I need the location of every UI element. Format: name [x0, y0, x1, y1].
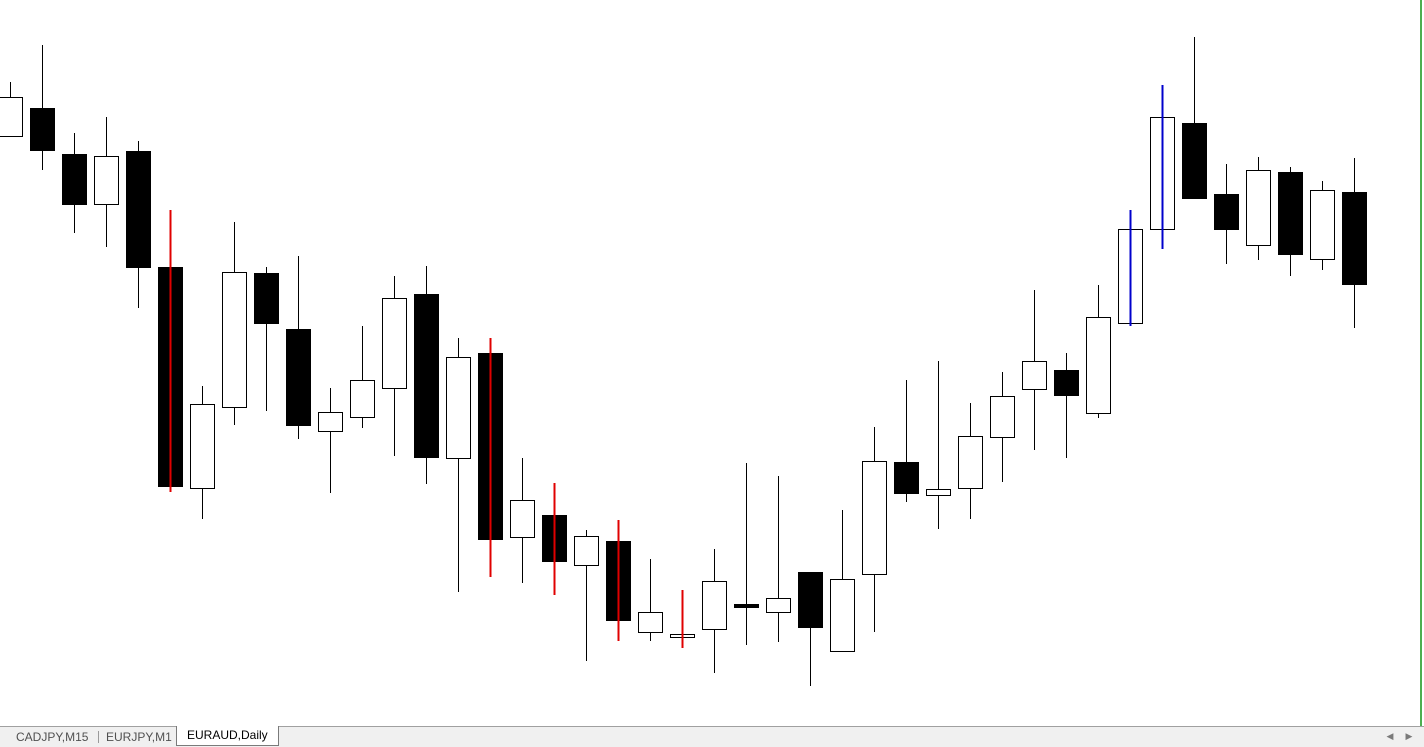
candlestick-chart[interactable] — [0, 0, 1420, 726]
candle-body — [30, 108, 55, 151]
candle — [446, 338, 471, 592]
candle — [1150, 85, 1175, 249]
candle — [638, 559, 663, 641]
candle-body — [254, 273, 279, 324]
candle-body — [1278, 172, 1303, 255]
candle-body — [510, 500, 535, 538]
candle — [382, 276, 407, 456]
candle-body — [382, 298, 407, 389]
candle — [958, 403, 983, 519]
candle-body — [830, 579, 855, 652]
candle-body — [414, 294, 439, 458]
candle — [510, 458, 535, 583]
candle — [94, 117, 119, 247]
candle — [478, 338, 503, 577]
candle-body — [702, 581, 727, 630]
chart-canvas[interactable] — [0, 0, 1420, 726]
candle — [254, 267, 279, 411]
candle — [894, 380, 919, 502]
candle — [1118, 210, 1143, 326]
candle — [1054, 353, 1079, 458]
candle — [1278, 167, 1303, 276]
candle — [286, 256, 311, 439]
candle-body — [1310, 190, 1335, 260]
candle — [1086, 285, 1111, 418]
candle — [318, 388, 343, 493]
scroll-left-icon[interactable]: ◀ — [1386, 731, 1394, 741]
candle — [1214, 164, 1239, 264]
candle — [990, 372, 1015, 482]
candle-body — [222, 272, 247, 408]
candle-body — [286, 329, 311, 426]
candle — [1182, 37, 1207, 199]
candle — [190, 386, 215, 519]
candle — [1310, 181, 1335, 270]
candle — [734, 463, 759, 645]
tab-cadjpy-m15[interactable]: CADJPY,M15 — [6, 731, 100, 743]
candle — [926, 361, 951, 529]
candle — [414, 266, 439, 484]
candle — [222, 222, 247, 425]
candle-body — [1342, 192, 1367, 285]
candle — [158, 210, 183, 492]
candle — [1246, 157, 1271, 260]
candle-body — [1086, 317, 1111, 414]
candle — [606, 520, 631, 641]
candle-body — [990, 396, 1015, 438]
candle — [126, 141, 151, 308]
candle-body — [350, 380, 375, 418]
candle-body — [0, 97, 23, 137]
candle — [30, 45, 55, 170]
candle — [574, 530, 599, 661]
candle-body — [62, 154, 87, 205]
candle-body — [1022, 361, 1047, 390]
candle-body — [862, 461, 887, 575]
candle-body — [926, 489, 951, 496]
candle-body — [798, 572, 823, 628]
candle-body — [446, 357, 471, 459]
candle — [542, 483, 567, 595]
candle — [62, 133, 87, 233]
tab-euraud-daily[interactable]: EURAUD,Daily — [176, 726, 279, 746]
chart-right-border — [1420, 0, 1422, 726]
candle — [1022, 290, 1047, 450]
scroll-right-icon[interactable]: ▶ — [1405, 731, 1413, 741]
candle — [830, 510, 855, 652]
candle-body — [638, 612, 663, 633]
candle-body — [318, 412, 343, 432]
chart-tab-bar: CADJPY,M15 EURJPY,M1 EURAUD,Daily ◀ ▶ — [0, 726, 1424, 747]
tab-eurjpy-m1[interactable]: EURJPY,M1 — [96, 731, 183, 743]
candle — [1342, 158, 1367, 328]
candle-body — [94, 156, 119, 205]
candle-body — [734, 604, 759, 608]
candle-body — [1054, 370, 1079, 396]
candle — [702, 549, 727, 673]
candle-body — [1182, 123, 1207, 199]
candle-body — [1246, 170, 1271, 246]
candle-body — [958, 436, 983, 489]
candle — [798, 572, 823, 686]
candle — [670, 590, 695, 648]
candle — [0, 82, 23, 137]
candle — [350, 326, 375, 428]
candle-body — [126, 151, 151, 268]
candle-body — [766, 598, 791, 613]
candle-body — [1214, 194, 1239, 230]
candle-body — [574, 536, 599, 566]
candle — [766, 476, 791, 642]
candle-body — [894, 462, 919, 494]
candle — [862, 427, 887, 632]
candle-body — [190, 404, 215, 489]
